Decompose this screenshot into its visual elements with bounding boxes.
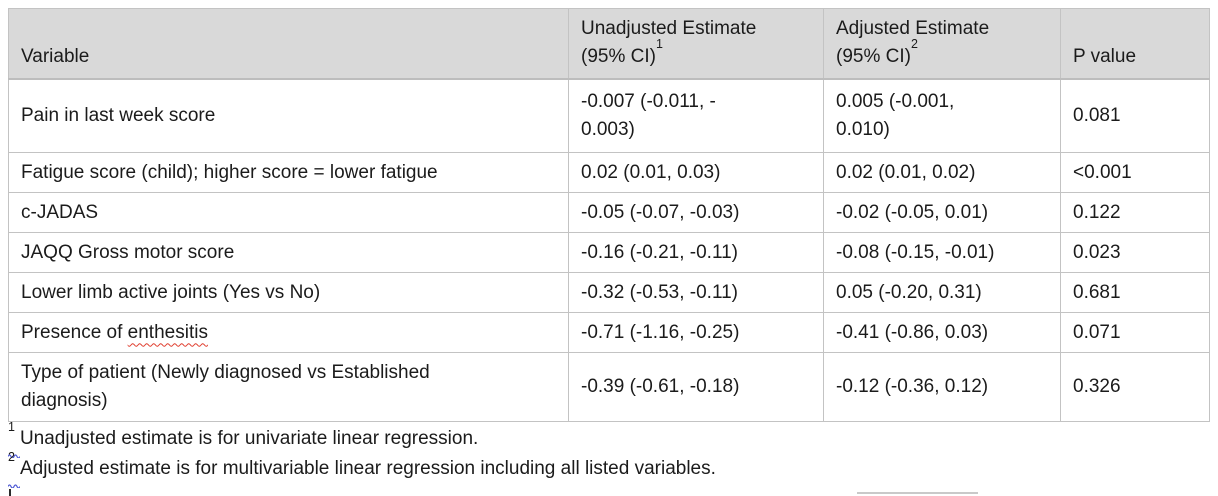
- cell-variable: Type of patient (Newly diagnosed vs Esta…: [8, 352, 569, 422]
- table-row-jaqq: JAQQ Gross motor score -0.16 (-0.21, -0.…: [8, 232, 1210, 273]
- header-label-p-value: P value: [1073, 45, 1137, 67]
- unadjusted-value: -0.16 (-0.21, -0.11): [581, 241, 739, 263]
- cell-p-value: 0.681: [1060, 272, 1210, 313]
- unadjusted-value: 0.02 (0.01, 0.03): [581, 161, 721, 183]
- adjusted-value: -0.41 (-0.86, 0.03): [836, 321, 989, 343]
- cell-variable: Fatigue score (child); higher score = lo…: [8, 152, 569, 193]
- table-header-row: Variable Unadjusted Estimate (95% CI)1 A…: [8, 8, 1210, 80]
- variable-text: c-JADAS: [21, 201, 99, 223]
- variable-text: JAQQ Gross motor score: [21, 241, 235, 263]
- cell-adjusted: 0.05 (-0.20, 0.31): [823, 272, 1061, 313]
- cell-adjusted: -0.08 (-0.15, -0.01): [823, 232, 1061, 273]
- adjusted-value: 0.005 (-0.001, 0.010): [836, 90, 955, 140]
- cutoff-gray-line: [857, 492, 978, 494]
- cell-variable: Lower limb active joints (Yes vs No): [8, 272, 569, 313]
- footnote-2-text: Adjusted estimate is for multivariable l…: [19, 458, 716, 479]
- footnote-1-number: 1: [8, 419, 15, 434]
- p-value: 0.081: [1073, 104, 1121, 126]
- adjusted-value: 0.02 (0.01, 0.02): [836, 161, 976, 183]
- text-cursor: [9, 489, 11, 496]
- header-cell-unadjusted-estimate: Unadjusted Estimate (95% CI)1: [568, 8, 824, 80]
- cell-unadjusted: -0.16 (-0.21, -0.11): [568, 232, 824, 273]
- grammar-squiggle-icon: [8, 484, 20, 488]
- cell-unadjusted: -0.71 (-1.16, -0.25): [568, 312, 824, 353]
- cell-variable: c-JADAS: [8, 192, 569, 233]
- unadjusted-value: -0.32 (-0.53, -0.11): [581, 281, 739, 303]
- cell-variable: Pain in last week score: [8, 78, 569, 153]
- p-value: 0.681: [1073, 281, 1121, 303]
- grammar-squiggle-icon: [8, 454, 20, 458]
- cell-unadjusted: 0.02 (0.01, 0.03): [568, 152, 824, 193]
- footnote-1: 1 Unadjusted estimate is for univariate l…: [8, 420, 1198, 458]
- unadjusted-value: -0.71 (-1.16, -0.25): [581, 321, 740, 343]
- header-label-variable: Variable: [21, 45, 90, 67]
- cell-unadjusted: -0.39 (-0.61, -0.18): [568, 352, 824, 422]
- footnote-2-number: 2: [8, 449, 15, 464]
- header-label-adjusted: Adjusted Estimate (95% CI): [836, 17, 990, 67]
- cell-adjusted: -0.12 (-0.36, 0.12): [823, 352, 1061, 422]
- adjusted-value: 0.05 (-0.20, 0.31): [836, 281, 982, 303]
- variable-text: Pain in last week score: [21, 104, 216, 126]
- adjusted-value: -0.02 (-0.05, 0.01): [836, 201, 989, 223]
- cell-p-value: 0.071: [1060, 312, 1210, 353]
- table-row-lower-limb: Lower limb active joints (Yes vs No) -0.…: [8, 272, 1210, 313]
- adjusted-value: -0.12 (-0.36, 0.12): [836, 376, 989, 397]
- header-cell-p-value: P value: [1060, 8, 1210, 80]
- header-label-unadjusted: Unadjusted Estimate (95% CI): [581, 17, 757, 67]
- variable-text: Presence of: [21, 321, 128, 343]
- variable-text: Type of patient (Newly diagnosed vs Esta…: [21, 362, 430, 411]
- cell-variable: JAQQ Gross motor score: [8, 232, 569, 273]
- footnote-ref-1: 1: [655, 37, 663, 52]
- cell-variable: Presence of enthesitis: [8, 312, 569, 353]
- cell-adjusted: 0.005 (-0.001, 0.010): [823, 78, 1061, 153]
- cell-unadjusted: -0.05 (-0.07, -0.03): [568, 192, 824, 233]
- table-row-enthesitis: Presence of enthesitis -0.71 (-1.16, -0.…: [8, 312, 1210, 353]
- cell-adjusted: -0.02 (-0.05, 0.01): [823, 192, 1061, 233]
- p-value: 0.326: [1073, 376, 1121, 397]
- header-cell-variable: Variable: [8, 8, 569, 80]
- footnotes: 1 Unadjusted estimate is for univariate l…: [8, 420, 1198, 488]
- variable-text: Fatigue score (child); higher score = lo…: [21, 161, 438, 183]
- unadjusted-value: -0.05 (-0.07, -0.03): [581, 201, 740, 223]
- cell-p-value: 0.326: [1060, 352, 1210, 422]
- p-value: 0.071: [1073, 321, 1121, 343]
- cell-p-value: <0.001: [1060, 152, 1210, 193]
- misspelled-word: enthesitis: [127, 321, 208, 343]
- variable-text: Lower limb active joints (Yes vs No): [21, 281, 321, 303]
- p-value: 0.122: [1073, 201, 1121, 223]
- cell-unadjusted: -0.007 (-0.011, - 0.003): [568, 78, 824, 153]
- p-value: 0.023: [1073, 241, 1121, 263]
- cell-adjusted: -0.41 (-0.86, 0.03): [823, 312, 1061, 353]
- cell-unadjusted: -0.32 (-0.53, -0.11): [568, 272, 824, 313]
- footnote-1-text: Unadjusted estimate is for univariate li…: [19, 428, 479, 449]
- table-row-pain: Pain in last week score -0.007 (-0.011, …: [8, 78, 1210, 153]
- cell-p-value: 0.023: [1060, 232, 1210, 273]
- footnote-ref-2: 2: [910, 37, 918, 52]
- table-row-fatigue: Fatigue score (child); higher score = lo…: [8, 152, 1210, 193]
- cell-adjusted: 0.02 (0.01, 0.02): [823, 152, 1061, 193]
- header-cell-adjusted-estimate: Adjusted Estimate (95% CI)2: [823, 8, 1061, 80]
- adjusted-value: -0.08 (-0.15, -0.01): [836, 241, 995, 263]
- p-value: <0.001: [1073, 161, 1132, 183]
- cell-p-value: 0.122: [1060, 192, 1210, 233]
- unadjusted-value: -0.007 (-0.011, - 0.003): [581, 90, 716, 140]
- table-row-type-of-patient: Type of patient (Newly diagnosed vs Esta…: [8, 352, 1210, 422]
- footnote-1-marker: 1: [8, 420, 20, 458]
- regression-results-table: Variable Unadjusted Estimate (95% CI)1 A…: [8, 8, 1210, 422]
- footnote-2: 2 Adjusted estimate is for multivariable …: [8, 450, 1198, 488]
- footnote-2-marker: 2: [8, 450, 20, 488]
- cell-p-value: 0.081: [1060, 78, 1210, 153]
- table-row-cjadas: c-JADAS -0.05 (-0.07, -0.03) -0.02 (-0.0…: [8, 192, 1210, 233]
- unadjusted-value: -0.39 (-0.61, -0.18): [581, 376, 740, 397]
